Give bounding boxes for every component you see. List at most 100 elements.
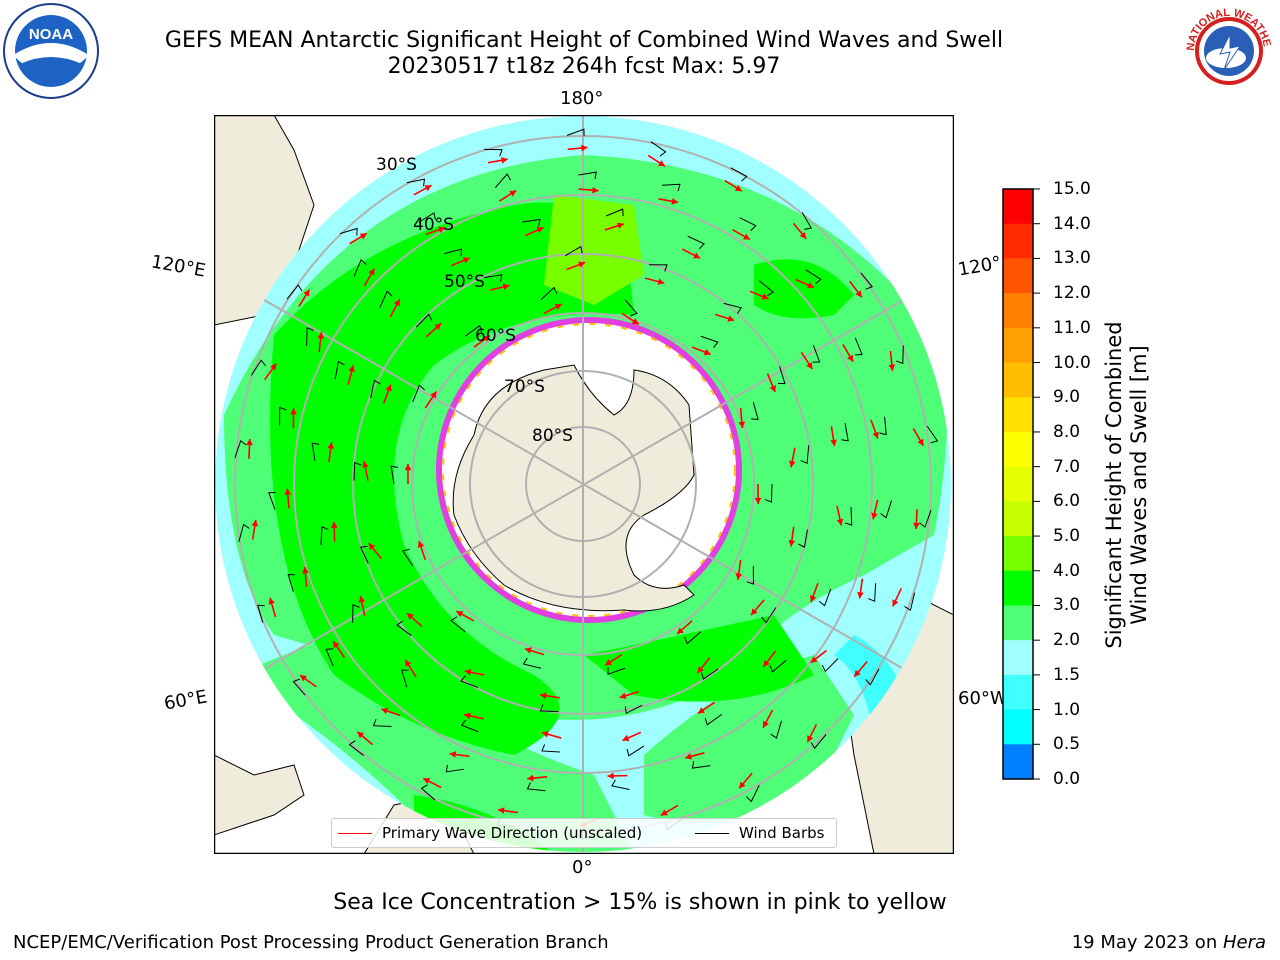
legend-item-wave-direction: Primary Wave Direction (unscaled) — [338, 824, 642, 842]
colorbar-segment — [1003, 466, 1033, 502]
colorbar-title: Significant Height of Combined Wind Wave… — [1102, 305, 1152, 665]
wind-barb — [611, 779, 630, 790]
map-canvas: 30°S 40°S 50°S 60°S 70°S 80°S — [214, 115, 954, 854]
wind-barb — [769, 659, 787, 673]
wind-barb — [494, 173, 512, 189]
wave-direction-arrow — [356, 731, 374, 746]
wind-barb — [565, 245, 583, 257]
wind-barb — [484, 148, 503, 157]
colorbar-tick-label: 5.0 — [1053, 526, 1081, 547]
wind-barb — [257, 604, 265, 623]
lat-label-40s: 40°S — [413, 215, 454, 235]
wind-barb — [739, 217, 757, 231]
wave-direction-arrow — [362, 460, 369, 481]
wave-direction-arrow — [524, 226, 544, 237]
wave-direction-arrow — [527, 774, 548, 782]
wind-barb — [650, 141, 667, 157]
map-legend: Primary Wave Direction (unscaled) Wind B… — [331, 818, 837, 848]
colorbar-tick-label: 8.0 — [1053, 421, 1081, 442]
colorbar-segment — [1003, 744, 1033, 780]
noaa-logo: NOAA — [3, 3, 99, 99]
wave-direction-arrow — [735, 559, 743, 580]
colorbar-title-line1: Significant Height of Combined — [1102, 321, 1126, 649]
wave-direction-arrow — [806, 723, 818, 743]
colorbar-tick-label: 10.0 — [1053, 352, 1091, 373]
wave-direction-arrow — [604, 653, 623, 666]
wave-direction-arrow — [363, 268, 376, 287]
wind-barb — [396, 620, 412, 637]
wave-direction-arrow — [738, 772, 753, 789]
wave-direction-arrow — [871, 499, 879, 520]
colorbar-segment — [1003, 709, 1033, 745]
wave-direction-arrow — [849, 280, 863, 298]
wind-barb — [250, 359, 266, 376]
wave-direction-arrow — [299, 674, 317, 688]
colorbar-tick-label: 2.0 — [1053, 630, 1081, 651]
legend-label-wind-barbs: Wind Barbs — [739, 824, 825, 842]
colorbar — [1002, 188, 1040, 780]
wind-barb — [841, 423, 849, 442]
wind-barb — [661, 183, 681, 192]
wave-direction-arrow — [621, 312, 640, 325]
wind-barb — [801, 212, 812, 230]
wind-barb — [723, 302, 743, 314]
wave-direction-arrow — [913, 509, 920, 530]
wind-barb — [879, 416, 887, 436]
wind-barb — [325, 648, 334, 667]
wind-barb — [865, 668, 880, 686]
colorbar-tick-label: 11.0 — [1053, 317, 1091, 338]
wave-direction-arrow — [422, 777, 442, 789]
wave-direction-arrow — [332, 640, 346, 659]
wave-direction-arrow — [792, 222, 807, 240]
wave-direction-arrow — [892, 587, 903, 607]
wave-direction-arrow — [788, 447, 796, 468]
polar-map: 30°S 40°S 50°S 60°S 70°S 80°S — [214, 115, 954, 854]
wind-barb — [624, 704, 643, 715]
colorbar-segment — [1003, 189, 1033, 225]
wave-direction-arrow — [425, 226, 446, 235]
legend-swatch-red — [338, 833, 372, 834]
wind-barb — [880, 500, 893, 519]
wave-direction-arrow — [696, 657, 711, 674]
wave-direction-arrow — [912, 428, 925, 447]
wave-direction-arrow — [762, 709, 774, 729]
chart-subtitle: 20230517 t18z 264h fcst Max: 5.97 — [387, 54, 781, 79]
map-border — [214, 115, 954, 854]
wave-direction-arrow — [853, 660, 868, 678]
wave-direction-arrow — [327, 442, 335, 463]
colorbar-segment — [1003, 605, 1033, 641]
wave-direction-arrow — [349, 232, 368, 245]
wave-direction-arrow — [347, 365, 355, 385]
wave-direction-arrow — [284, 488, 292, 509]
wave-direction-arrow — [762, 650, 777, 668]
wind-barb — [746, 785, 760, 803]
wave-direction-arrow — [425, 322, 442, 338]
wind-barb — [764, 483, 773, 503]
wind-barb — [649, 264, 668, 272]
wind-barb — [761, 607, 777, 624]
land-antarctica — [452, 364, 695, 612]
wave-direction-arrow — [463, 712, 484, 720]
lat-label-30s: 30°S — [376, 155, 417, 175]
nws-logo: NATIONAL WEATHER SERVICE — [1180, 2, 1276, 98]
wind-barb — [390, 465, 399, 485]
wave-direction-arrow — [842, 344, 854, 363]
wave-direction-arrow — [795, 278, 815, 289]
wave-direction-arrow — [268, 597, 277, 618]
colorbar-segment — [1003, 258, 1033, 294]
colorbar-tick-label: 6.0 — [1053, 491, 1081, 512]
footer-organization: NCEP/EMC/Verification Post Processing Pr… — [13, 932, 609, 953]
wind-barb — [777, 366, 786, 385]
wind-barb — [605, 208, 624, 217]
colorbar-tick-label: 1.5 — [1053, 664, 1081, 685]
wind-barb — [420, 784, 436, 801]
colorbar-segment — [1003, 362, 1033, 398]
wind-barb — [320, 526, 329, 545]
wind-barb — [268, 492, 276, 510]
wind-barb — [687, 235, 705, 250]
wind-barb — [812, 344, 821, 363]
lat-label-80s: 80°S — [532, 426, 573, 446]
wind-barb — [359, 545, 369, 564]
wave-direction-arrow — [714, 313, 735, 322]
land-africa — [214, 754, 305, 836]
